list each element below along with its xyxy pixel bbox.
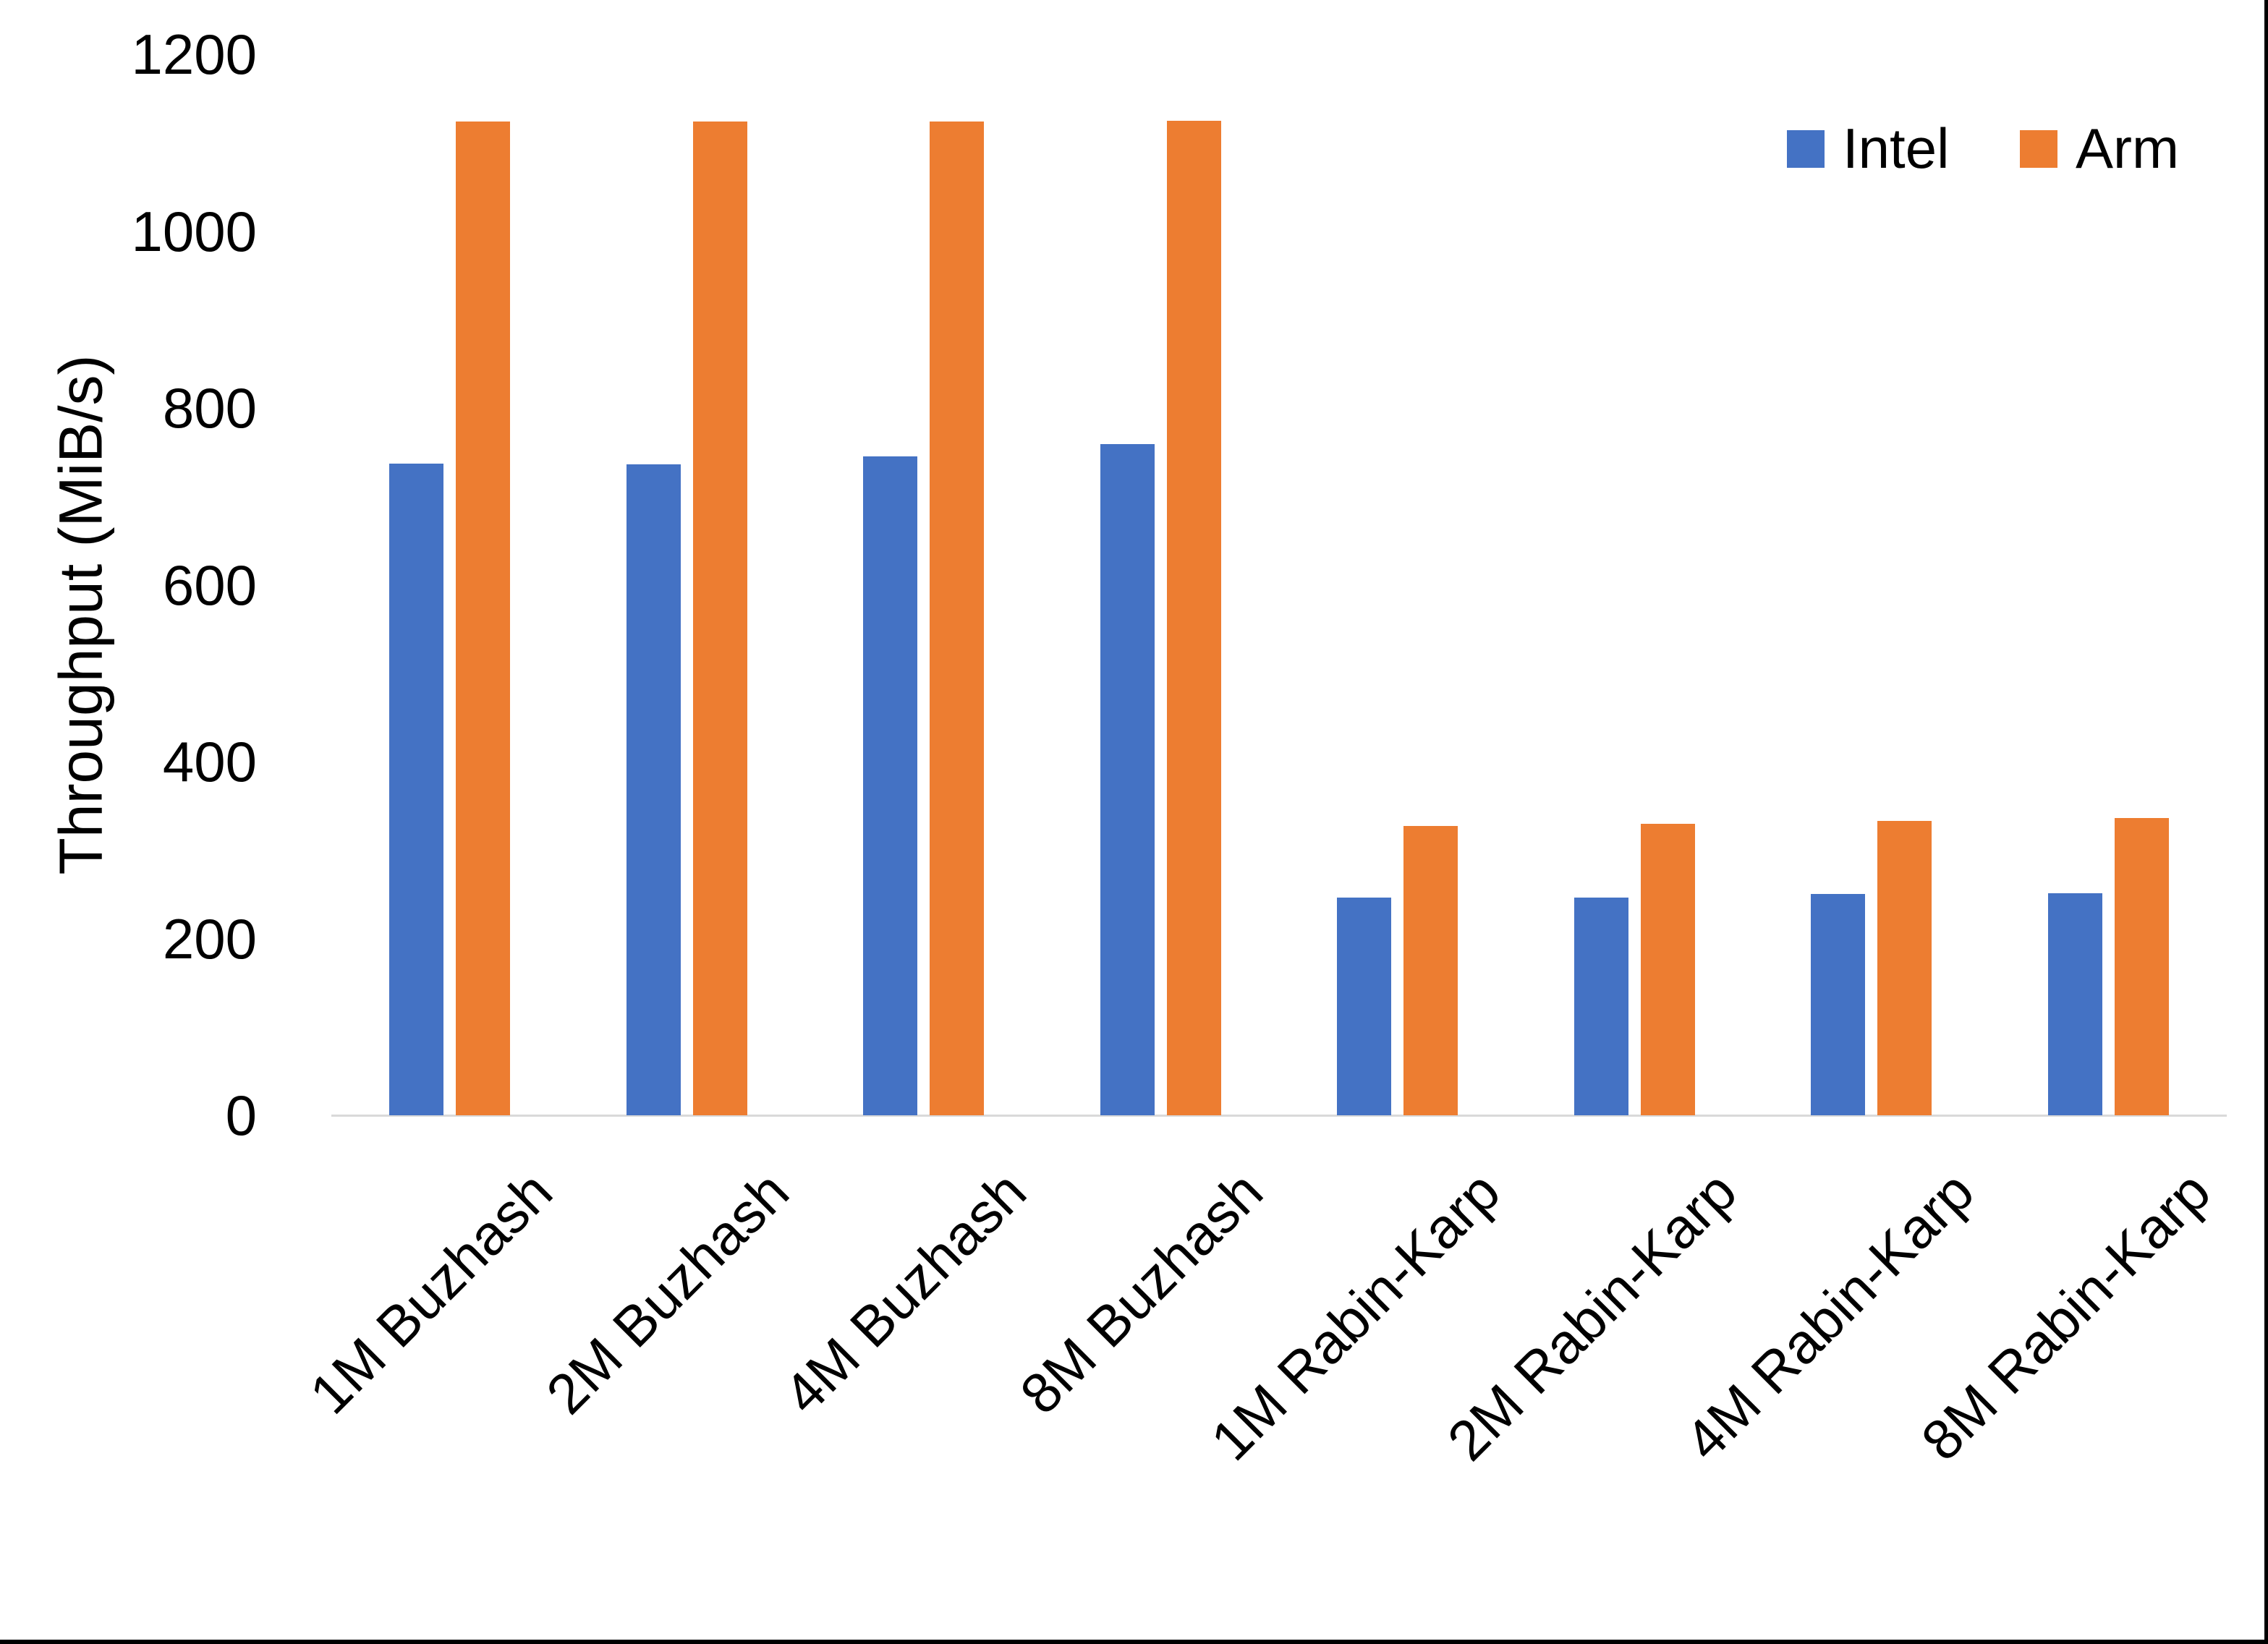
- plot-area: [331, 54, 2227, 1117]
- bar-arm-6: [1640, 824, 1695, 1115]
- legend-label-intel: Intel: [1843, 116, 1950, 180]
- bar-intel-1: [389, 464, 444, 1115]
- bar-intel-7: [1811, 894, 1866, 1115]
- bar-arm-7: [1877, 821, 1932, 1115]
- legend-item-arm: Arm: [2020, 116, 2179, 180]
- legend-item-intel: Intel: [1787, 116, 1950, 180]
- legend-label-arm: Arm: [2076, 116, 2179, 180]
- bar-arm-8: [2114, 818, 2169, 1115]
- y-tick-label-1200: 1200: [131, 22, 257, 86]
- bar-intel-6: [1573, 898, 1628, 1115]
- legend-swatch-arm: [2020, 129, 2057, 168]
- y-tick-label-0: 0: [225, 1083, 257, 1147]
- x-axis-line: [331, 1115, 2227, 1117]
- legend-swatch-intel: [1787, 129, 1825, 168]
- bar-intel-4: [1100, 444, 1155, 1115]
- y-tick-label-800: 800: [162, 376, 257, 440]
- bar-intel-8: [2047, 893, 2102, 1115]
- bar-intel-5: [1337, 898, 1392, 1115]
- y-tick-label-600: 600: [162, 553, 257, 617]
- bar-intel-3: [863, 456, 918, 1115]
- y-tick-label-400: 400: [162, 730, 257, 793]
- y-tick-label-1000: 1000: [131, 199, 257, 263]
- screenshot-bottom-edge: [0, 1640, 2268, 1644]
- bar-arm-1: [456, 122, 511, 1115]
- y-tick-label-200: 200: [162, 906, 257, 971]
- bar-intel-2: [626, 464, 681, 1115]
- bar-arm-2: [692, 122, 747, 1115]
- screenshot-right-edge: [2264, 0, 2268, 1644]
- bar-arm-5: [1403, 826, 1458, 1115]
- bar-arm-4: [1166, 121, 1221, 1115]
- bar-arm-3: [930, 122, 985, 1115]
